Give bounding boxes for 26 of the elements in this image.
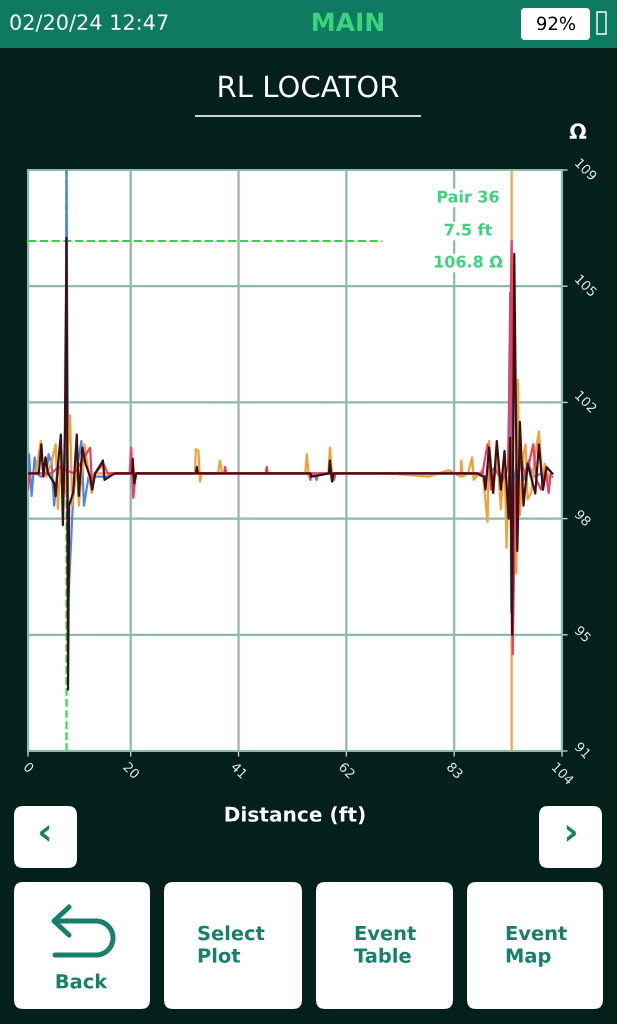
- y-tick-label: 105: [574, 273, 598, 297]
- text: ›: [566, 824, 576, 842]
- chart-title: RL LOCATOR: [219, 75, 399, 98]
- y-tick-label: 109: [574, 157, 598, 181]
- text: 02/20/24 12:47: [10, 14, 168, 32]
- y-tick-label: 95: [574, 625, 592, 643]
- text: 92%: [537, 16, 576, 31]
- x-tick-label: 83: [446, 761, 464, 780]
- x-tick-label: 0: [22, 761, 35, 774]
- y-axis-title: Ω: [569, 123, 587, 139]
- annotation: 106.8 Ω: [434, 255, 503, 268]
- text: MAIN: [313, 12, 383, 31]
- x-tick-label: 41: [230, 761, 248, 779]
- text: Event Map: [506, 925, 567, 967]
- x-tick-label: 104: [551, 761, 575, 786]
- x-tick-label: 62: [338, 761, 356, 779]
- x-axis-title: Distance (ft): [225, 806, 365, 825]
- text: ‹: [40, 824, 50, 842]
- text: Event Table: [354, 925, 416, 963]
- y-tick-label: 98: [574, 508, 592, 527]
- annotation: 7.5 ft: [444, 223, 492, 236]
- y-tick-label: 91: [574, 741, 592, 759]
- annotation: Pair 36: [437, 190, 499, 203]
- text: Select Plot: [198, 925, 265, 963]
- text: Back: [56, 973, 108, 989]
- x-tick-label: 20: [122, 761, 141, 780]
